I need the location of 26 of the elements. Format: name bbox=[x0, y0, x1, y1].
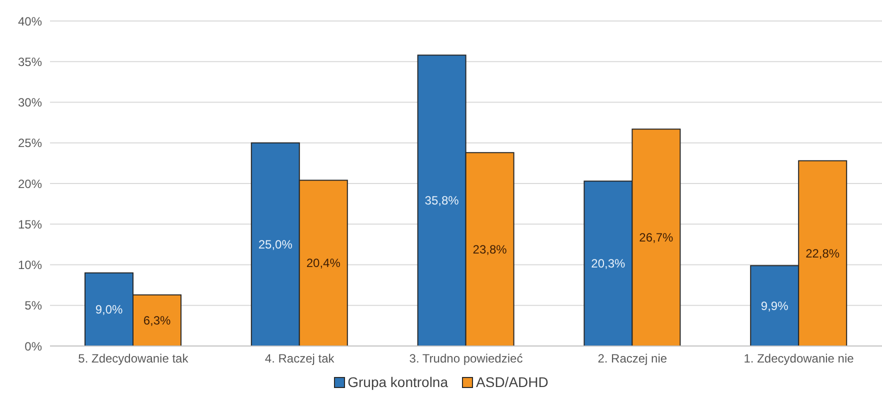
data-label: 6,3% bbox=[143, 313, 171, 328]
x-tick-label: 3. Trudno powiedzieć bbox=[409, 352, 523, 366]
y-tick-label: 25% bbox=[18, 136, 42, 150]
data-label: 9,9% bbox=[760, 298, 789, 313]
y-tick-label: 0% bbox=[24, 339, 42, 354]
y-tick-label: 30% bbox=[18, 96, 42, 110]
data-label: 9,0% bbox=[95, 302, 123, 316]
y-tick-label: 20% bbox=[18, 176, 42, 191]
legend-label: Grupa kontrolna bbox=[348, 374, 448, 390]
data-label: 22,8% bbox=[806, 246, 840, 260]
legend-label: ASD/ADHD bbox=[476, 374, 548, 390]
y-tick-label: 15% bbox=[18, 217, 42, 232]
x-tick-label: 1. Zdecydowanie nie bbox=[744, 352, 854, 366]
y-tick-label: 40% bbox=[18, 14, 42, 28]
x-tick-label: 5. Zdecydowanie tak bbox=[78, 352, 190, 366]
data-label: 20,4% bbox=[306, 256, 341, 270]
data-label: 20,3% bbox=[591, 256, 626, 271]
y-tick-label: 5% bbox=[24, 298, 42, 313]
x-tick-label: 4. Raczej tak bbox=[264, 352, 336, 366]
data-label: 23,8% bbox=[472, 242, 508, 256]
y-tick-label: 10% bbox=[18, 258, 42, 272]
data-label: 35,8% bbox=[424, 194, 460, 208]
x-tick-label: 2. Raczej nie bbox=[598, 352, 668, 366]
data-label: 25,0% bbox=[258, 237, 293, 252]
y-tick-label: 35% bbox=[18, 54, 42, 69]
data-label: 26,7% bbox=[639, 230, 674, 245]
